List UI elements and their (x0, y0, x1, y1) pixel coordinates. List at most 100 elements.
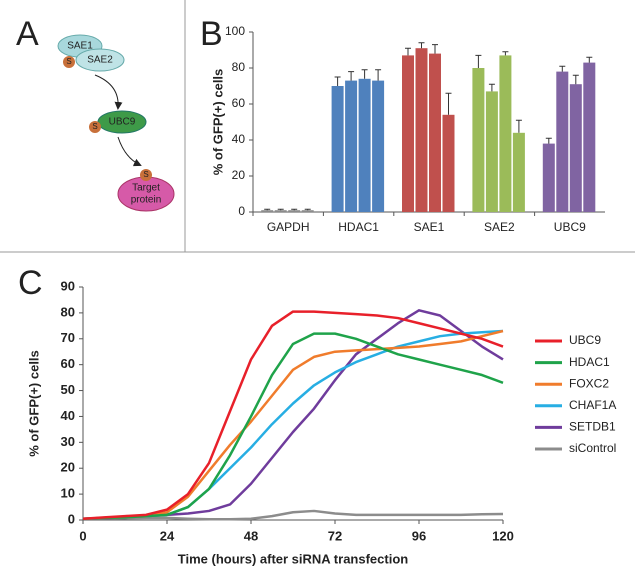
error-bar (586, 56, 593, 63)
legend-label: siControl (569, 441, 616, 455)
legend-label: UBC9 (569, 333, 601, 347)
bar (331, 86, 344, 212)
y-tick-label: 90 (61, 278, 75, 293)
bar (485, 91, 498, 212)
y-tick-label: 70 (61, 330, 75, 345)
x-tick-label: HDAC1 (338, 220, 379, 234)
sumo (63, 56, 75, 68)
bar (583, 62, 596, 212)
bar (415, 48, 428, 213)
legend-label: CHAF1A (569, 398, 616, 412)
y-tick-label: 60 (232, 96, 246, 110)
x-tick-label: 96 (412, 528, 426, 543)
x-tick-label: 0 (79, 528, 86, 543)
x-tick-label: 24 (160, 528, 175, 543)
enzyme-label: SAE1 (67, 41, 93, 52)
legend-label: SETDB1 (569, 420, 616, 434)
error-bar (304, 208, 311, 211)
error-bar (488, 83, 495, 92)
y-tick-label: 60 (61, 356, 75, 371)
bar (512, 132, 525, 212)
target-label: Target (132, 183, 160, 194)
error-bar (445, 92, 452, 115)
bar (372, 80, 385, 212)
y-tick-label: 50 (61, 382, 75, 397)
bar (345, 80, 358, 212)
error-bar (361, 69, 368, 79)
y-axis-label: % of GFP(+) cells (210, 69, 225, 176)
bar (499, 55, 512, 213)
y-tick-label: 100 (225, 24, 245, 38)
bar (358, 78, 371, 212)
bar (442, 114, 455, 212)
x-tick-label: SAE2 (484, 220, 515, 234)
bar (542, 143, 555, 212)
y-tick-label: 20 (232, 168, 246, 182)
x-tick-label: GAPDH (267, 220, 310, 234)
diagram: SAE1 SAE2 S UBC9 S Target protein S (57, 34, 175, 212)
panel-label: A (16, 15, 39, 53)
panel-label: B (200, 15, 223, 53)
y-axis-label: % of GFP(+) cells (26, 350, 41, 457)
line (82, 329, 504, 520)
y-tick-label: 80 (61, 304, 75, 319)
bar (274, 210, 287, 212)
error-bar (475, 54, 482, 68)
arrow (117, 136, 142, 167)
error-bar (264, 208, 271, 211)
enzyme-label: UBC9 (109, 117, 136, 128)
sumo-label: S (66, 57, 71, 66)
y-tick-label: 20 (61, 460, 75, 475)
error-bar (545, 137, 552, 144)
error-bar (559, 65, 566, 72)
enzyme (75, 48, 125, 72)
line (82, 509, 504, 521)
sumo-label: S (143, 170, 148, 179)
error-bar (418, 42, 425, 49)
panel-label: C (18, 264, 43, 302)
error-bar (502, 51, 509, 56)
x-tick-label: SAE1 (414, 220, 445, 234)
target-label: protein (131, 195, 162, 206)
error-bar (334, 76, 341, 86)
line (82, 329, 504, 520)
sumo-label: S (92, 122, 97, 131)
y-tick-label: 10 (61, 486, 75, 501)
error-bar (572, 74, 579, 85)
x-tick-label: UBC9 (554, 220, 586, 234)
y-tick-label: 0 (238, 204, 245, 218)
error-bar (291, 208, 298, 211)
bar (402, 55, 414, 213)
error-bar (348, 71, 355, 81)
bar (288, 210, 301, 212)
sumo (89, 121, 101, 133)
enzyme-label: SAE2 (87, 55, 113, 66)
error-bar (432, 44, 438, 54)
y-tick-label: 80 (232, 60, 246, 74)
legend-label: FOXC2 (569, 376, 609, 390)
bar (472, 68, 485, 212)
x-axis-label: Time (hours) after siRNA transfection (178, 551, 408, 566)
error-bar (375, 69, 382, 81)
legend-label: HDAC1 (569, 355, 610, 369)
error-bar (405, 47, 411, 56)
bar (569, 84, 582, 212)
y-tick-label: 40 (61, 408, 75, 423)
line (82, 310, 504, 520)
arrow (94, 74, 123, 110)
sumo (140, 169, 152, 181)
x-tick-label: 72 (328, 528, 342, 543)
bar (301, 210, 314, 212)
bar (556, 71, 569, 212)
error-bar (277, 208, 284, 211)
bar (261, 210, 274, 212)
x-tick-label: 48 (244, 528, 258, 543)
line (82, 309, 504, 520)
error-bar (515, 119, 522, 133)
x-tick-label: 120 (492, 528, 514, 543)
y-tick-label: 0 (68, 511, 75, 526)
line (82, 332, 504, 520)
bar (429, 53, 441, 212)
y-tick-label: 40 (232, 132, 246, 146)
